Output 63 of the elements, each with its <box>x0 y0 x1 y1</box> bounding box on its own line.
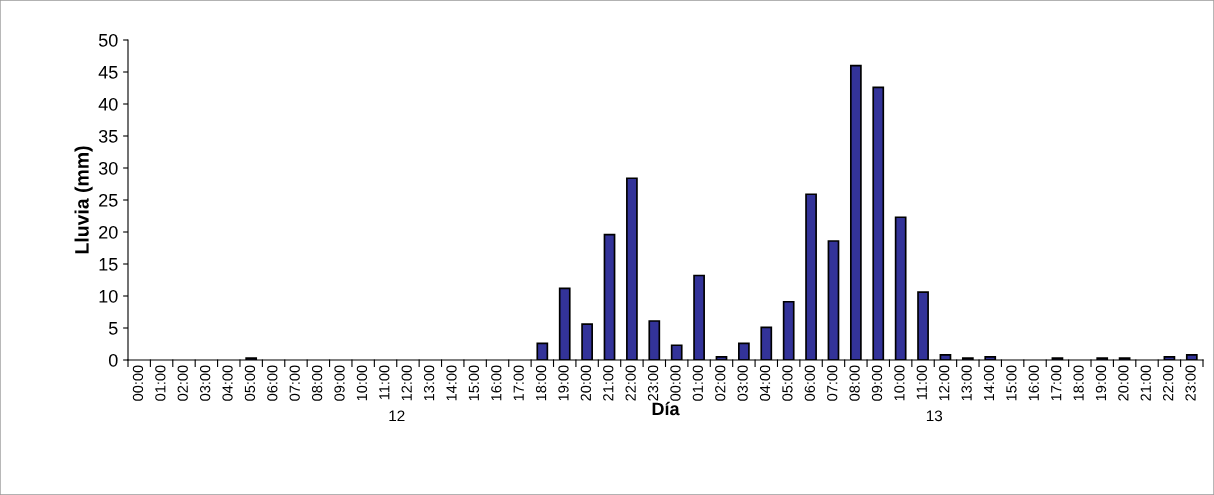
x-tick-label: 14:00 <box>983 365 995 401</box>
y-tick-label: 15 <box>99 258 118 271</box>
y-axis-title: Lluvia (mm) <box>74 146 93 254</box>
x-tick-label: 08:00 <box>311 365 323 401</box>
x-tick-label: 15:00 <box>468 365 480 401</box>
x-tick-label: 18:00 <box>535 365 547 401</box>
x-tick-label: 07:00 <box>827 365 838 401</box>
x-tick-label: 04:00 <box>222 365 233 401</box>
x-tick-label: 13:00 <box>423 365 435 401</box>
x-tick-label: 22:00 <box>625 365 636 401</box>
x-tick-label: 19:00 <box>558 365 569 401</box>
x-tick-label: 10:00 <box>356 365 368 401</box>
x-tick-label: 17:00 <box>513 365 524 401</box>
y-tick-label: 45 <box>98 66 118 79</box>
x-tick-label: 13:00 <box>961 365 972 401</box>
x-tick-label: 00:00 <box>670 365 681 401</box>
x-tick-label: 15:00 <box>1006 365 1017 401</box>
x-tick-label: 01:00 <box>155 365 166 401</box>
x-tick-label: 23:00 <box>647 365 659 401</box>
y-tick-label: 10 <box>99 289 118 303</box>
x-tick-label: 03:00 <box>199 365 211 401</box>
x-tick-label: 08:00 <box>849 365 860 401</box>
x-tick-label: 05:00 <box>244 365 256 401</box>
x-tick-label: 23:00 <box>1185 365 1196 401</box>
x-tick-label: 06:00 <box>804 365 815 401</box>
x-tick-label: 01:00 <box>692 365 704 401</box>
x-tick-label: 09:00 <box>334 365 345 401</box>
x-tick-label: 19:00 <box>1095 365 1107 401</box>
x-tick-label: 11:00 <box>916 365 927 400</box>
x-tick-label: 04:00 <box>759 365 771 401</box>
x-tick-label: 16:00 <box>491 365 502 401</box>
x-tick-label: 02:00 <box>715 365 726 401</box>
x-tick-label: 05:00 <box>782 365 793 401</box>
y-tick-label: 0 <box>108 353 118 367</box>
text: 13 <box>926 410 943 422</box>
x-tick-label: 18:00 <box>1073 365 1084 401</box>
x-tick-label: 03:00 <box>737 365 748 401</box>
y-tick-label: 35 <box>98 129 118 143</box>
x-tick-label: 22:00 <box>1162 365 1174 401</box>
x-tick-label: 17:00 <box>1051 365 1062 401</box>
x-tick-label: 20:00 <box>580 365 592 401</box>
x-tick-label: 06:00 <box>267 365 278 401</box>
x-tick-label: 16:00 <box>1028 365 1039 401</box>
x-tick-label: 02:00 <box>177 365 188 401</box>
x-tick-label: 10:00 <box>894 365 905 401</box>
x-axis-title: Día <box>652 401 680 416</box>
y-tick-label: 5 <box>108 322 118 335</box>
y-tick-label: 25 <box>99 193 118 207</box>
x-tick-label: 12:00 <box>939 365 950 401</box>
x-tick-label: 20:00 <box>1118 365 1129 401</box>
x-tick-label: 07:00 <box>289 365 300 401</box>
text: 12 <box>389 410 405 422</box>
y-tick-label: 50 <box>98 33 118 47</box>
x-tick-label: 21:00 <box>1140 365 1151 401</box>
y-tick-label: 30 <box>98 161 118 175</box>
x-tick-label: 14:00 <box>446 365 457 401</box>
y-tick-label: 40 <box>98 97 118 111</box>
x-tick-label: 09:00 <box>871 365 883 401</box>
x-tick-label: 00:00 <box>132 365 144 401</box>
x-tick-label: 21:00 <box>603 365 614 401</box>
x-tick-label: 11:00 <box>379 365 390 400</box>
x-tick-label: 12:00 <box>401 365 412 401</box>
y-tick-label: 20 <box>99 225 118 239</box>
